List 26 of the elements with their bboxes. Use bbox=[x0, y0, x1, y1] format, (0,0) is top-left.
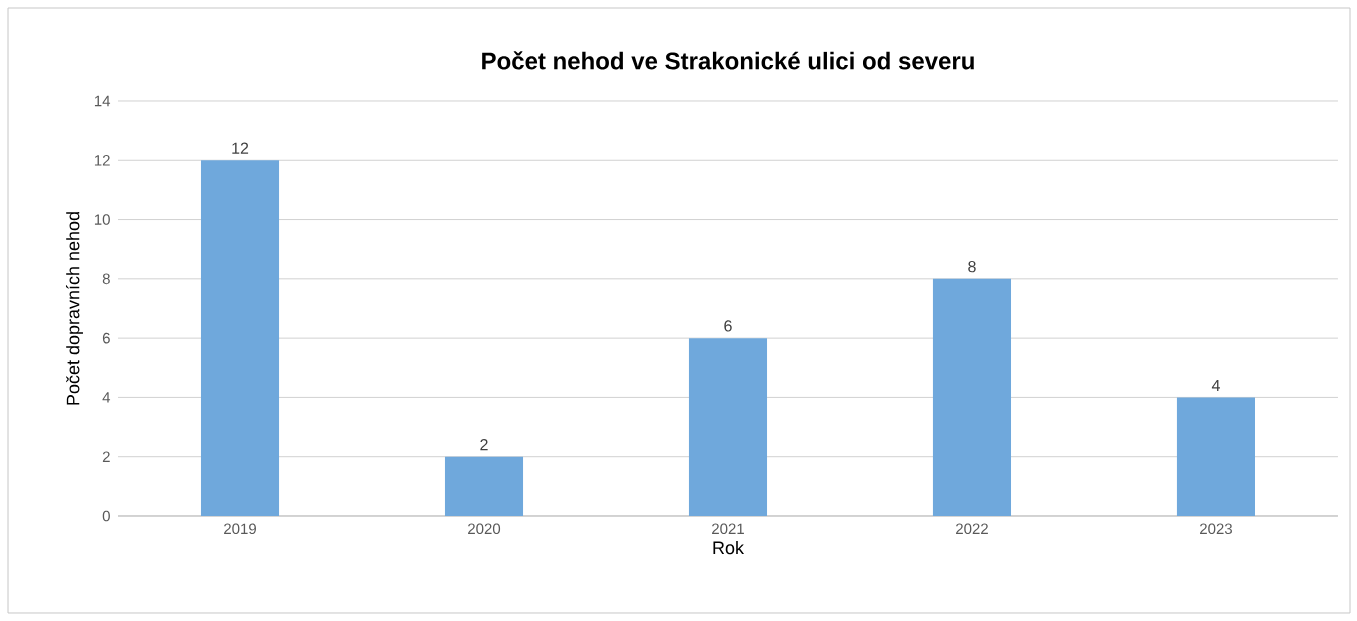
y-tick-label: 0 bbox=[102, 510, 110, 522]
bar bbox=[1176, 397, 1255, 516]
bar bbox=[444, 456, 524, 516]
y-tick-label: 4 bbox=[102, 392, 111, 403]
bar bbox=[200, 160, 280, 516]
data-label: 12 bbox=[232, 142, 249, 154]
x-tick-label: 2020 bbox=[468, 523, 501, 535]
x-axis-title: Rok bbox=[713, 540, 745, 555]
data-label: 4 bbox=[1211, 379, 1220, 391]
y-axis-title: Počet dopravních nehod bbox=[65, 212, 83, 405]
x-tick-label: 2021 bbox=[712, 523, 744, 535]
y-tick-label: 10 bbox=[94, 214, 110, 225]
data-label: 8 bbox=[968, 260, 976, 273]
y-tick-label: 8 bbox=[102, 273, 110, 285]
y-tick-label: 12 bbox=[94, 155, 110, 166]
y-tick-label: 6 bbox=[102, 332, 110, 344]
y-tick-label: 14 bbox=[94, 95, 111, 107]
bar bbox=[688, 338, 768, 516]
chart-title: Počet nehod ve Strakonické ulici od severu bbox=[482, 51, 974, 70]
x-tick-label: 2022 bbox=[956, 523, 988, 535]
x-tick-label: 2019 bbox=[224, 523, 256, 535]
data-label: 6 bbox=[724, 320, 732, 332]
x-tick-label: 2023 bbox=[1200, 523, 1232, 535]
data-label: 2 bbox=[480, 439, 488, 451]
bar bbox=[932, 278, 1012, 516]
y-tick-label: 2 bbox=[102, 451, 110, 462]
